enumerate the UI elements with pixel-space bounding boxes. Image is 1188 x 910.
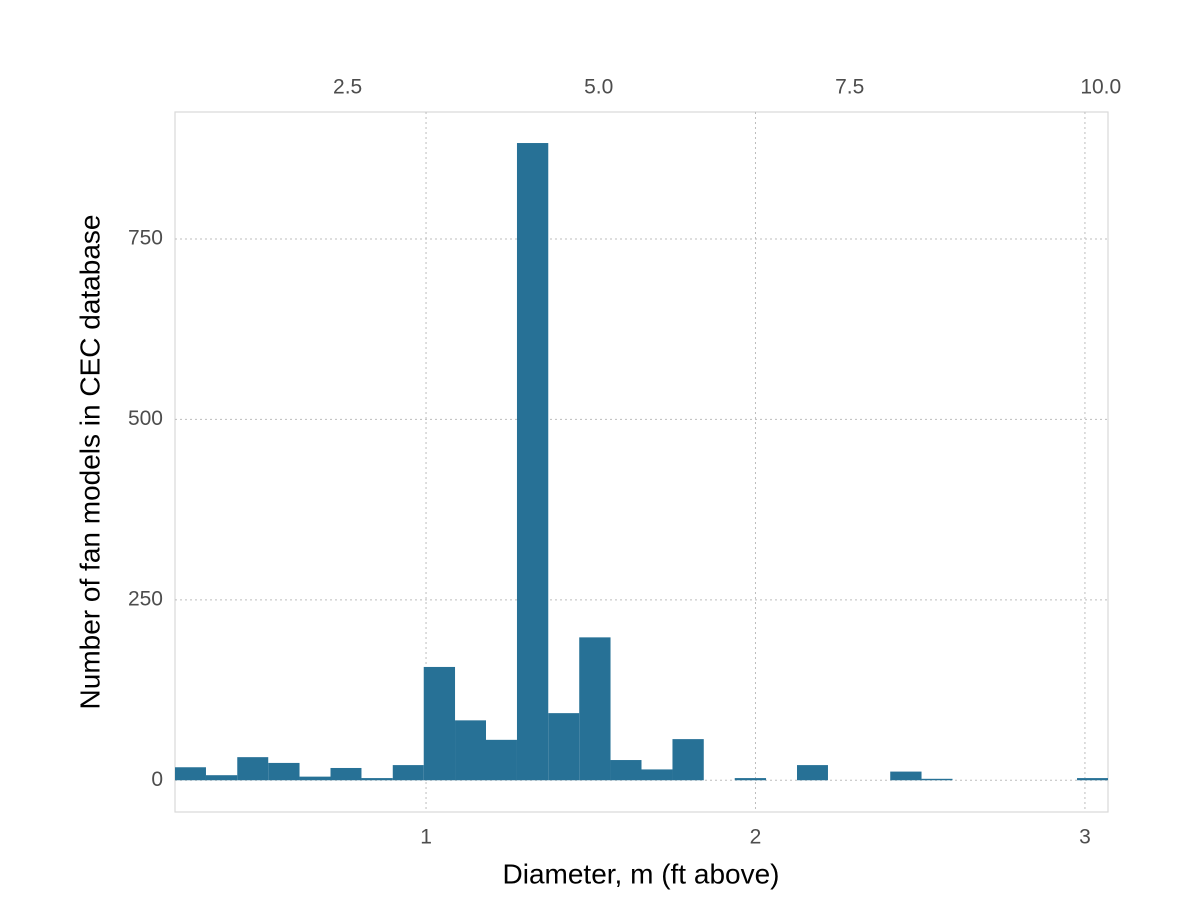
- histogram-bar: [921, 778, 953, 781]
- histogram-bar: [734, 778, 767, 781]
- histogram-bar: [579, 637, 611, 781]
- y-tick-label: 750: [128, 227, 163, 250]
- x-axis-title: Diameter, m (ft above): [503, 858, 780, 889]
- y-tick-label: 0: [151, 768, 163, 791]
- x2-tick-label: 5.0: [584, 76, 613, 99]
- x-tick-label: 1: [420, 826, 432, 849]
- x2-tick-label: 2.5: [333, 76, 362, 99]
- histogram-bar: [610, 760, 642, 781]
- y-axis-title: Number of fan models in CEC database: [74, 215, 105, 710]
- histogram-bar: [330, 767, 362, 781]
- histogram-bar: [361, 778, 393, 781]
- x-tick-label: 2: [750, 826, 762, 849]
- x2-tick-label: 7.5: [835, 76, 864, 99]
- histogram-bar: [423, 666, 456, 781]
- y-tick-label: 250: [128, 587, 163, 610]
- histogram-bar: [455, 720, 486, 781]
- histogram-bar: [1077, 778, 1108, 781]
- histogram-bar: [890, 771, 922, 781]
- histogram-bar: [299, 776, 331, 781]
- x-tick-label: 3: [1079, 826, 1091, 849]
- histogram-bar: [205, 775, 238, 781]
- histogram-bar: [641, 769, 673, 781]
- histogram-bar: [486, 739, 517, 781]
- histogram-bar: [268, 762, 300, 781]
- histogram-bar: [797, 765, 828, 781]
- histogram-bar: [548, 713, 580, 781]
- histogram-bar: [392, 765, 424, 781]
- histogram-bar: [237, 757, 269, 781]
- histogram-bar: [516, 143, 549, 781]
- histogram-bar: [175, 767, 206, 781]
- panel-border: [174, 111, 1109, 813]
- histogram-bar: [672, 739, 704, 781]
- x2-tick-label: 10.0: [1080, 76, 1121, 99]
- y-tick-label: 500: [128, 407, 163, 430]
